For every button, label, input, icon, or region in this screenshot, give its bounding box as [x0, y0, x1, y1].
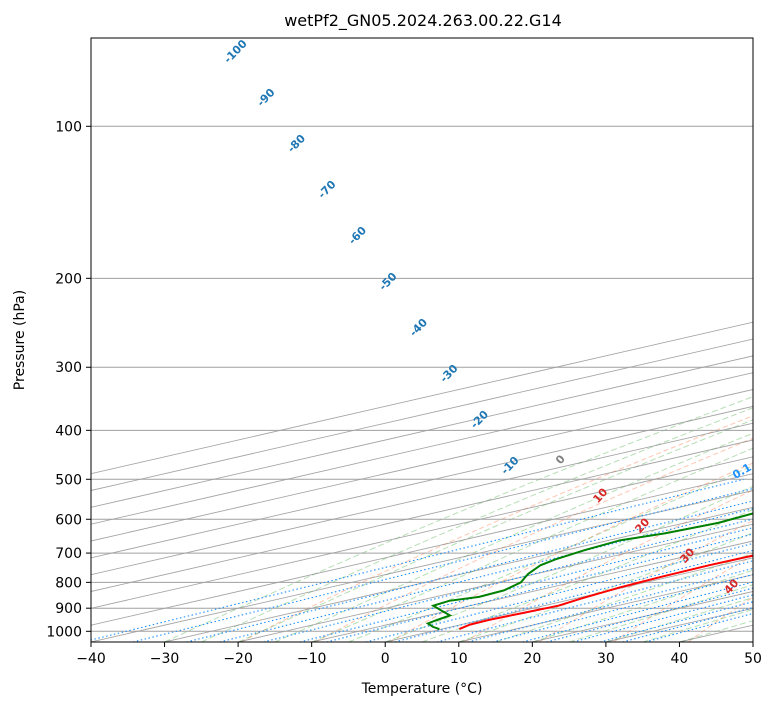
- y-tick-label: 400: [55, 423, 82, 439]
- mixing-ratio-line: [133, 479, 775, 642]
- profile-lines: [428, 126, 775, 629]
- moist-adiabat: [496, 126, 775, 642]
- isotherm-line: [0, 126, 775, 642]
- chart-title: wetPf2_GN05.2024.263.00.22.G14: [284, 11, 562, 31]
- isotherm-label: -50: [376, 270, 399, 294]
- y-tick-label: 500: [55, 472, 82, 488]
- moist-adiabat: [679, 126, 775, 642]
- isotherm-label: -80: [285, 132, 308, 156]
- isotherm-line: [0, 126, 775, 642]
- isotherm-line: [0, 126, 775, 642]
- plot-frame: [91, 38, 753, 642]
- x-tick-label: 50: [744, 651, 762, 667]
- isotherm-label: -10: [498, 454, 521, 478]
- moist-adiabat: [459, 126, 775, 642]
- temperature-line: [459, 126, 775, 629]
- isotherm-line: [0, 126, 775, 642]
- y-tick-label: 300: [55, 360, 82, 376]
- isotherm-label: -100: [221, 37, 250, 66]
- isotherm-line: [532, 126, 775, 642]
- isotherm-line: [0, 126, 775, 642]
- y-tick-label: 900: [55, 601, 82, 617]
- isotherm-label: -90: [254, 86, 277, 110]
- isotherm-label: -60: [346, 224, 369, 248]
- y-tick-label: 1000: [46, 624, 82, 640]
- isopleth-labels: -100-90-80-70-60-50-40-30-20-100.10.20.4…: [221, 37, 775, 597]
- isotherm-line: [679, 126, 775, 642]
- isotherm-label: -20: [468, 408, 491, 432]
- x-tick-label: 10: [450, 651, 468, 667]
- moist-adiabat: [532, 126, 775, 642]
- x-tick-label: −30: [150, 651, 180, 667]
- y-tick-label: 800: [55, 575, 82, 591]
- isotherm-line: [17, 126, 775, 642]
- isotherm-line: [0, 126, 775, 642]
- moist-adiabat: [275, 126, 775, 642]
- y-tick-label: 200: [55, 271, 82, 287]
- background-lines: [0, 115, 775, 642]
- moist-adiabat: [238, 126, 775, 642]
- y-tick-label: 600: [55, 512, 82, 528]
- theta-e-label: 0: [553, 452, 568, 467]
- theta-e-label: 30: [677, 545, 697, 565]
- isotherm-line: [238, 126, 775, 642]
- dry-adiabat: [763, 115, 775, 642]
- isotherm-line: [753, 126, 775, 642]
- isotherm-label: -70: [315, 178, 338, 202]
- isotherm-line: [165, 126, 775, 642]
- isotherm-line: [459, 126, 775, 642]
- x-tick-label: −10: [297, 651, 327, 667]
- theta-e-label: 10: [590, 485, 610, 505]
- x-tick-label: 30: [597, 651, 615, 667]
- theta-e-label: 20: [632, 515, 652, 535]
- x-tick-label: −20: [223, 651, 253, 667]
- mixing-ratio-line: [395, 479, 775, 642]
- moist-adiabat: [165, 126, 775, 642]
- x-tick-label: −40: [76, 651, 106, 667]
- mixing-ratio-line: [645, 479, 775, 642]
- x-axis-label: Temperature (°C): [361, 681, 483, 697]
- isotherm-label: -40: [407, 316, 430, 340]
- isotherm-label: -30: [437, 362, 460, 386]
- isotherm-line: [0, 126, 775, 642]
- x-tick-label: 20: [523, 651, 541, 667]
- x-tick-label: 40: [671, 651, 689, 667]
- y-tick-label: 100: [55, 119, 82, 135]
- y-axis-label: Pressure (hPa): [12, 290, 28, 390]
- isotherm-line: [0, 126, 775, 642]
- mixing-ratio-line: [623, 479, 775, 642]
- x-tick-label: 0: [381, 651, 390, 667]
- dewpoint-line: [428, 126, 775, 629]
- isotherm-line: [0, 126, 775, 642]
- y-tick-label: 700: [55, 546, 82, 562]
